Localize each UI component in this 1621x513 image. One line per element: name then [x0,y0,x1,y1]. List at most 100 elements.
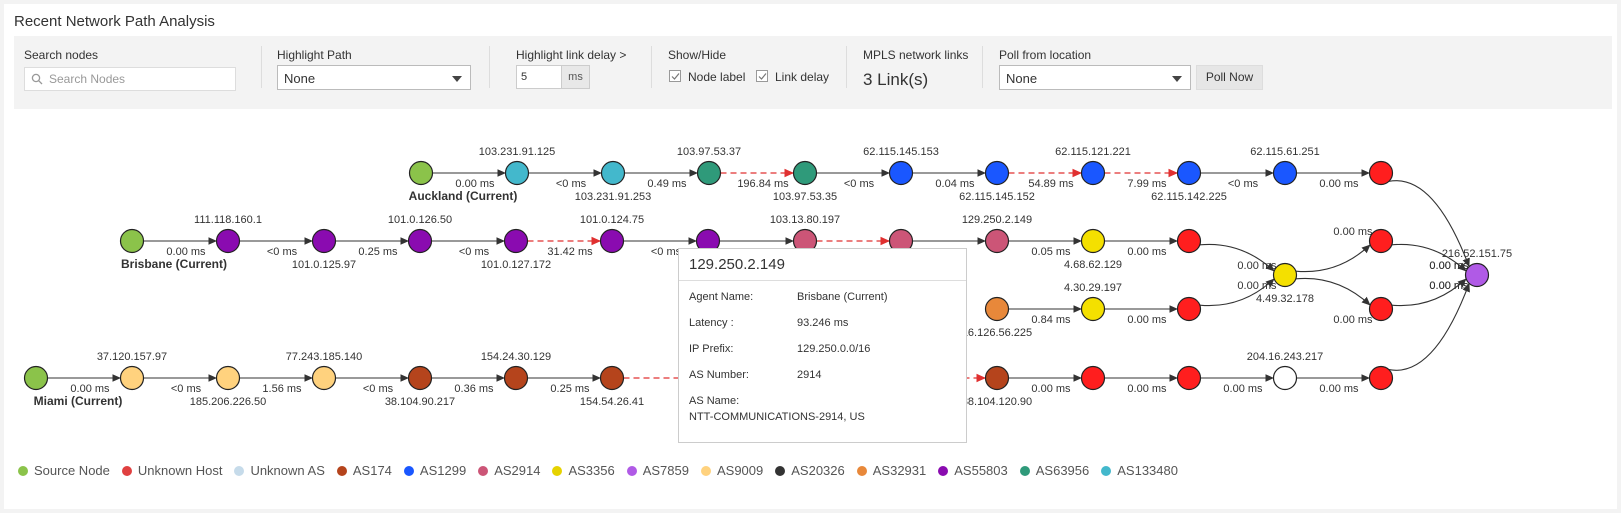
link-a10-dst[interactable] [1388,180,1470,268]
legend-dot-icon [403,466,414,476]
link-c1-c3[interactable] [1295,277,1371,306]
node-62-115-142-225[interactable] [1176,160,1202,186]
node-label: 111.118.160.1 [194,214,262,226]
node-154-24-30-129[interactable] [503,365,529,391]
mpls-value[interactable]: 3 Link(s) [863,70,929,89]
node-103-231-91-125[interactable] [504,160,530,186]
link-delay-input[interactable]: 5 [516,65,562,89]
node-38-104-120-90[interactable] [984,365,1010,391]
node-111-118-160-1[interactable] [215,228,241,254]
node-brisbane-current-[interactable] [119,228,145,254]
link-delay-option[interactable]: Link delay [775,70,830,84]
node-d2[interactable] [1176,296,1202,322]
node-62-115-145-152[interactable] [984,160,1010,186]
node-label: 37.120.157.97 [97,351,167,363]
node-16-126-56-225[interactable] [984,296,1010,322]
search-input[interactable]: Search Nodes [24,67,236,91]
tooltip-latency-label: Latency : [689,317,734,329]
node-4-68-62-129[interactable] [1080,228,1106,254]
link-delay-label: 0.00 ms [166,246,206,258]
showhide-label: Show/Hide [668,48,727,62]
node-216-52-151-75[interactable] [1464,262,1490,288]
node-204-16-243-217[interactable] [1272,365,1298,391]
node-154-54-26-41[interactable] [599,365,625,391]
legend-item-as1299: AS1299 [403,463,467,478]
legend-dot-icon [775,466,786,476]
node-c2[interactable] [1368,228,1394,254]
highlight-path-value: None [284,71,316,86]
legend-item-as7859: AS7859 [626,463,689,478]
node-label: 204.16.243.217 [1247,351,1323,363]
node-label: 4.68.62.129 [1064,259,1122,271]
node-m11[interactable] [1368,365,1394,391]
node-auckland-current-[interactable] [408,160,434,186]
legend-dot-icon [700,466,711,476]
legend-dot-icon [234,466,245,476]
link-delay-label: 0.84 ms [1031,314,1071,326]
node-62-115-61-251[interactable] [1272,160,1298,186]
divider [651,46,652,88]
link-delay-label: 0.00 ms [1223,383,1263,395]
node-103-97-53-37[interactable] [696,160,722,186]
node-62-115-145-153[interactable] [888,160,914,186]
link-c3-dst[interactable] [1391,278,1467,307]
link-c2-dst[interactable] [1391,243,1467,272]
page-title: Recent Network Path Analysis [14,13,215,30]
node-101-0-127-172[interactable] [503,228,529,254]
link-m11-dst[interactable] [1388,282,1470,371]
node-m9[interactable] [1176,365,1202,391]
node-62-115-121-221[interactable] [1080,160,1106,186]
tooltip-title: 129.250.2.149 [679,249,966,281]
node-103-97-53-35[interactable] [792,160,818,186]
legend-item-unknown-as: Unknown AS [234,463,325,478]
link-delay-label: 0.25 ms [550,383,590,395]
node-a10[interactable] [1368,160,1394,186]
nodes: Auckland (Current) 103.231.91.125 103.231.… [23,146,1512,408]
node-m8[interactable] [1080,365,1106,391]
poll-location-select[interactable]: None [999,65,1191,90]
link-delay-checkbox[interactable] [756,70,768,82]
node-4-49-32-178[interactable] [1272,262,1298,288]
node-129-250-2-149[interactable] [984,228,1010,254]
toolbar: Search nodes Search Nodes Highlight Path… [14,36,1612,109]
link-delay-label: <0 ms [459,246,490,258]
link-c1-c2[interactable] [1295,244,1371,273]
node-c3[interactable] [1368,296,1394,322]
link-delay-label: <0 ms [651,246,682,258]
highlight-path-group: Highlight Path [277,48,352,62]
legend-item-source-node: Source Node [18,463,110,478]
node-label-checkbox[interactable] [669,70,681,82]
node-101-0-125-97[interactable] [311,228,337,254]
legend-label: AS1299 [419,463,467,478]
node-label: 38.104.90.217 [385,396,455,408]
legend-label: AS133480 [1117,463,1178,478]
node-label: 103.231.91.125 [479,146,555,158]
link-delay-label: <0 ms [267,246,298,258]
node-4-30-29-197[interactable] [1080,296,1106,322]
node-37-120-157-97[interactable] [119,365,145,391]
link-d2-c1[interactable] [1199,278,1275,307]
legend-label: Unknown AS [250,463,325,478]
link-delay-label: 0.36 ms [454,383,494,395]
node-101-0-124-75[interactable] [599,228,625,254]
poll-now-button[interactable]: Poll Now [1196,65,1263,90]
chevron-down-icon [1172,76,1182,82]
node-miami-current-[interactable] [23,365,49,391]
node-185-206-226-50[interactable] [215,365,241,391]
node-38-104-90-217[interactable] [407,365,433,391]
node-103-231-91-253[interactable] [600,160,626,186]
node-77-243-185-140[interactable] [311,365,337,391]
legend-label: AS9009 [716,463,764,478]
tooltip-agent-label: Agent Name: [689,291,754,303]
tooltip-prefix-label: IP Prefix: [689,343,734,355]
node-label: 38.104.120.90 [962,396,1032,408]
highlight-path-select[interactable]: None [277,65,471,90]
link-delay-label: 0.00 ms [1333,226,1373,238]
node-label: 4.49.32.178 [1256,293,1314,305]
node-b11[interactable] [1176,228,1202,254]
poll-group: Poll from location [999,48,1091,62]
link-b11-c1[interactable] [1199,243,1275,272]
node-label-option[interactable]: Node label [688,70,746,84]
node-label: 101.0.127.172 [481,259,551,271]
node-101-0-126-50[interactable] [407,228,433,254]
